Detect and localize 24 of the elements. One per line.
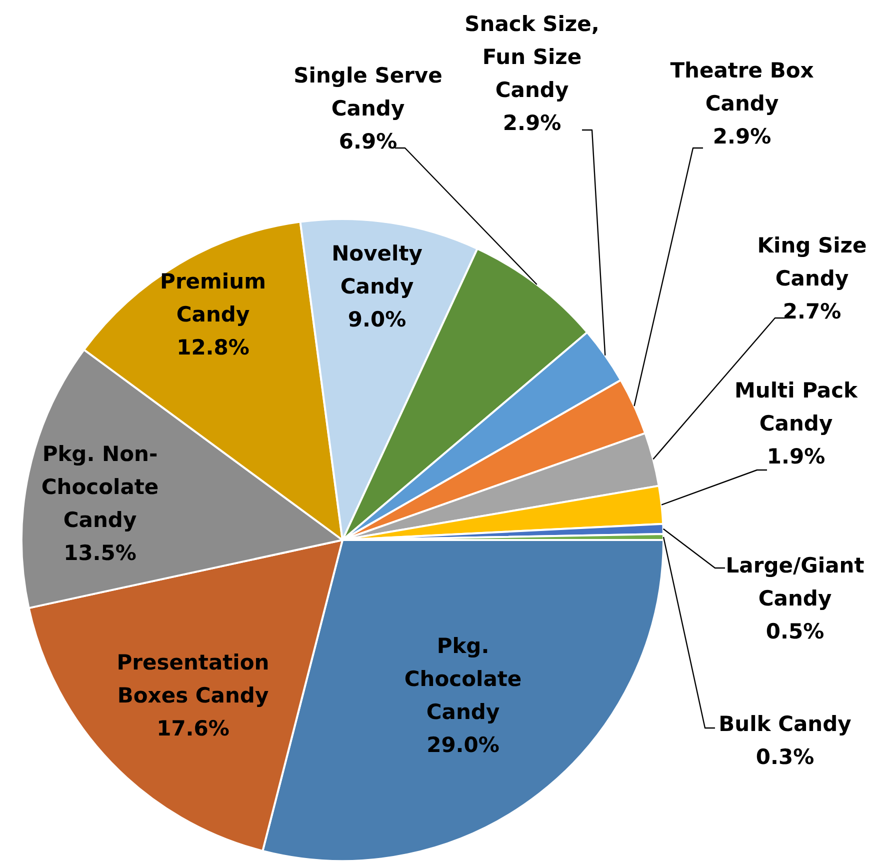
data-label: 2.9% [502,110,562,135]
slice-label: Snack Size, Fun Size Candy [464,12,600,102]
data-label: 1.9% [766,444,826,468]
slice-label: Theatre Box Candy [670,58,814,116]
data-label: 0.3% [756,744,814,769]
slice-label: King Size Candy [757,233,867,290]
slice-label: Bulk Candy [718,712,852,736]
slice-label: Pkg. Non-Chocolate Candy [41,442,159,532]
data-label: 17.6% [156,716,230,740]
slice-label: Presentation Boxes Candy [116,650,270,708]
slice-label: Pkg. Chocolate Candy [404,634,522,724]
data-label: 2.7% [782,299,842,324]
data-label: 29.0% [426,732,500,757]
data-label: 2.9% [712,124,772,148]
data-label: 13.5% [64,540,136,565]
slice-label: Novelty Candy [332,241,423,298]
data-label: 9.0% [348,307,406,332]
slice-label: Premium Candy [160,269,266,326]
data-label: 12.8% [176,335,250,360]
slice-label: Large/Giant Candy [726,553,864,610]
data-label: 6.9% [338,129,398,154]
slice-label: Single Serve Candy [294,63,442,120]
data-label: 0.5% [766,619,824,644]
slice-label: Multi Pack Candy [734,378,859,436]
